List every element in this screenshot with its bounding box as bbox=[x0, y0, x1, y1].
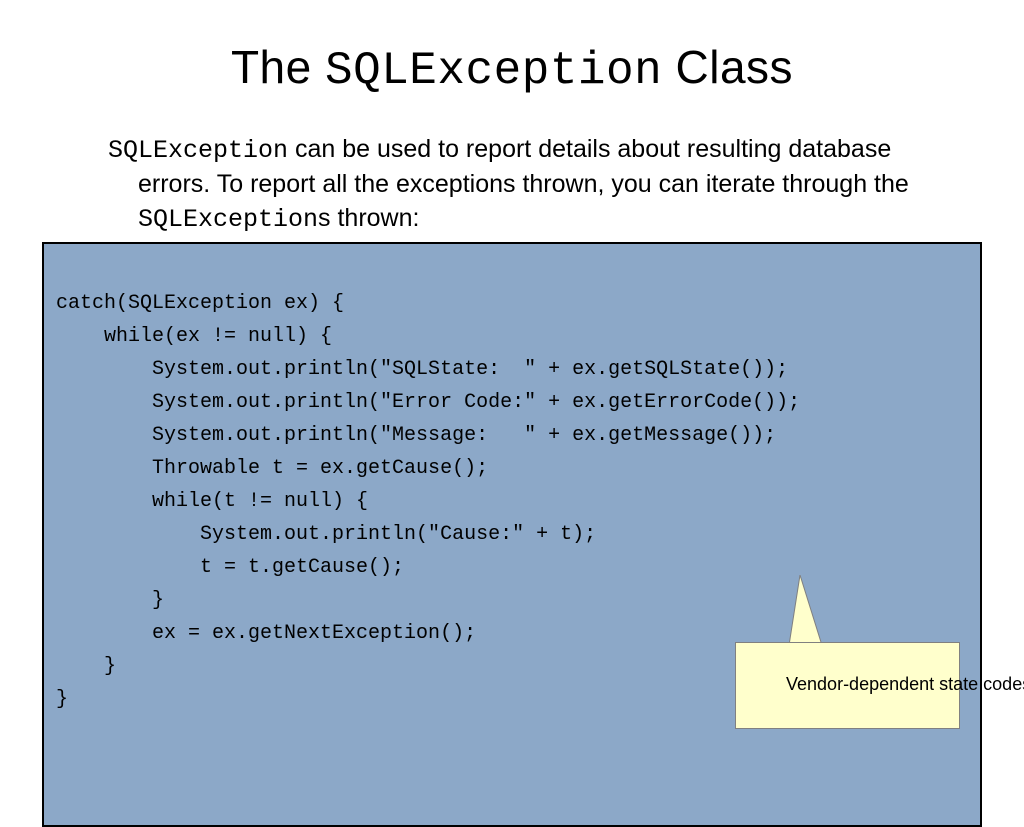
code-line: System.out.println("Error Code:" + ex.ge… bbox=[56, 386, 968, 419]
intro-seg-2: s thrown: bbox=[318, 204, 419, 232]
callout: Vendor-dependent state codes, error code… bbox=[735, 543, 960, 796]
slide-title: The SQLException Class bbox=[60, 40, 964, 97]
code-line: Throwable t = ex.getCause(); bbox=[56, 452, 968, 485]
intro-paragraph: SQLException can be used to report detai… bbox=[108, 133, 964, 236]
slide: The SQLException Class SQLException can … bbox=[0, 0, 1024, 768]
code-line: System.out.println("SQLState: " + ex.get… bbox=[56, 353, 968, 386]
intro-mono-2: SQLException bbox=[138, 205, 318, 234]
code-line: while(ex != null) { bbox=[56, 320, 968, 353]
intro-mono-1: SQLException bbox=[108, 136, 288, 165]
code-line: System.out.println("Message: " + ex.getM… bbox=[56, 419, 968, 452]
title-mono: SQLException bbox=[325, 45, 662, 97]
title-post: Class bbox=[662, 41, 793, 93]
code-line: catch(SQLException ex) { bbox=[56, 287, 968, 320]
callout-box: Vendor-dependent state codes, error code… bbox=[735, 642, 960, 730]
code-line: while(t != null) { bbox=[56, 485, 968, 518]
code-block: catch(SQLException ex) { while(ex != nul… bbox=[42, 242, 982, 827]
title-pre: The bbox=[231, 41, 325, 93]
callout-text: Vendor-dependent state codes, error code… bbox=[786, 674, 1024, 694]
